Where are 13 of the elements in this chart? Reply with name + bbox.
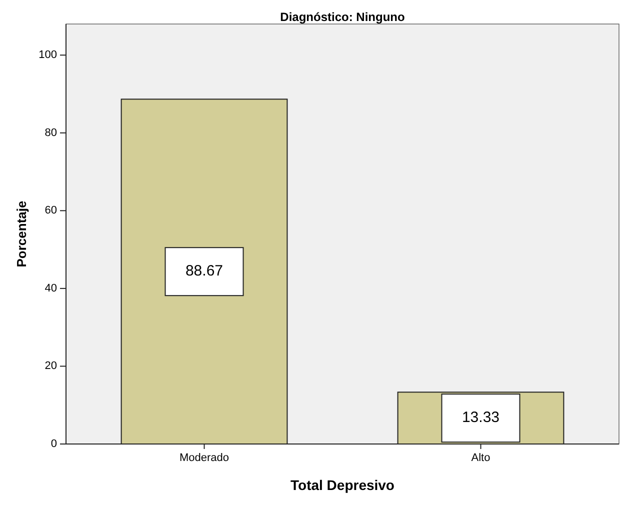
x-axis-title: Total Depresivo [290, 477, 394, 493]
y-tick-label: 0 [50, 438, 57, 450]
y-tick-label: 20 [44, 360, 57, 372]
x-tick-label: Moderado [179, 452, 230, 464]
y-tick-label: 60 [44, 204, 57, 217]
y-tick-label: 40 [44, 282, 57, 294]
y-tick-label: 80 [44, 126, 57, 139]
data-label: 13.33 [462, 409, 500, 426]
y-tick-label: 100 [38, 49, 57, 62]
y-axis-title: Porcentaje [14, 200, 29, 268]
chart-title: Diagnóstico: Ninguno [280, 10, 405, 24]
x-tick-label: Alto [471, 452, 490, 464]
data-label: 88.67 [185, 262, 224, 280]
